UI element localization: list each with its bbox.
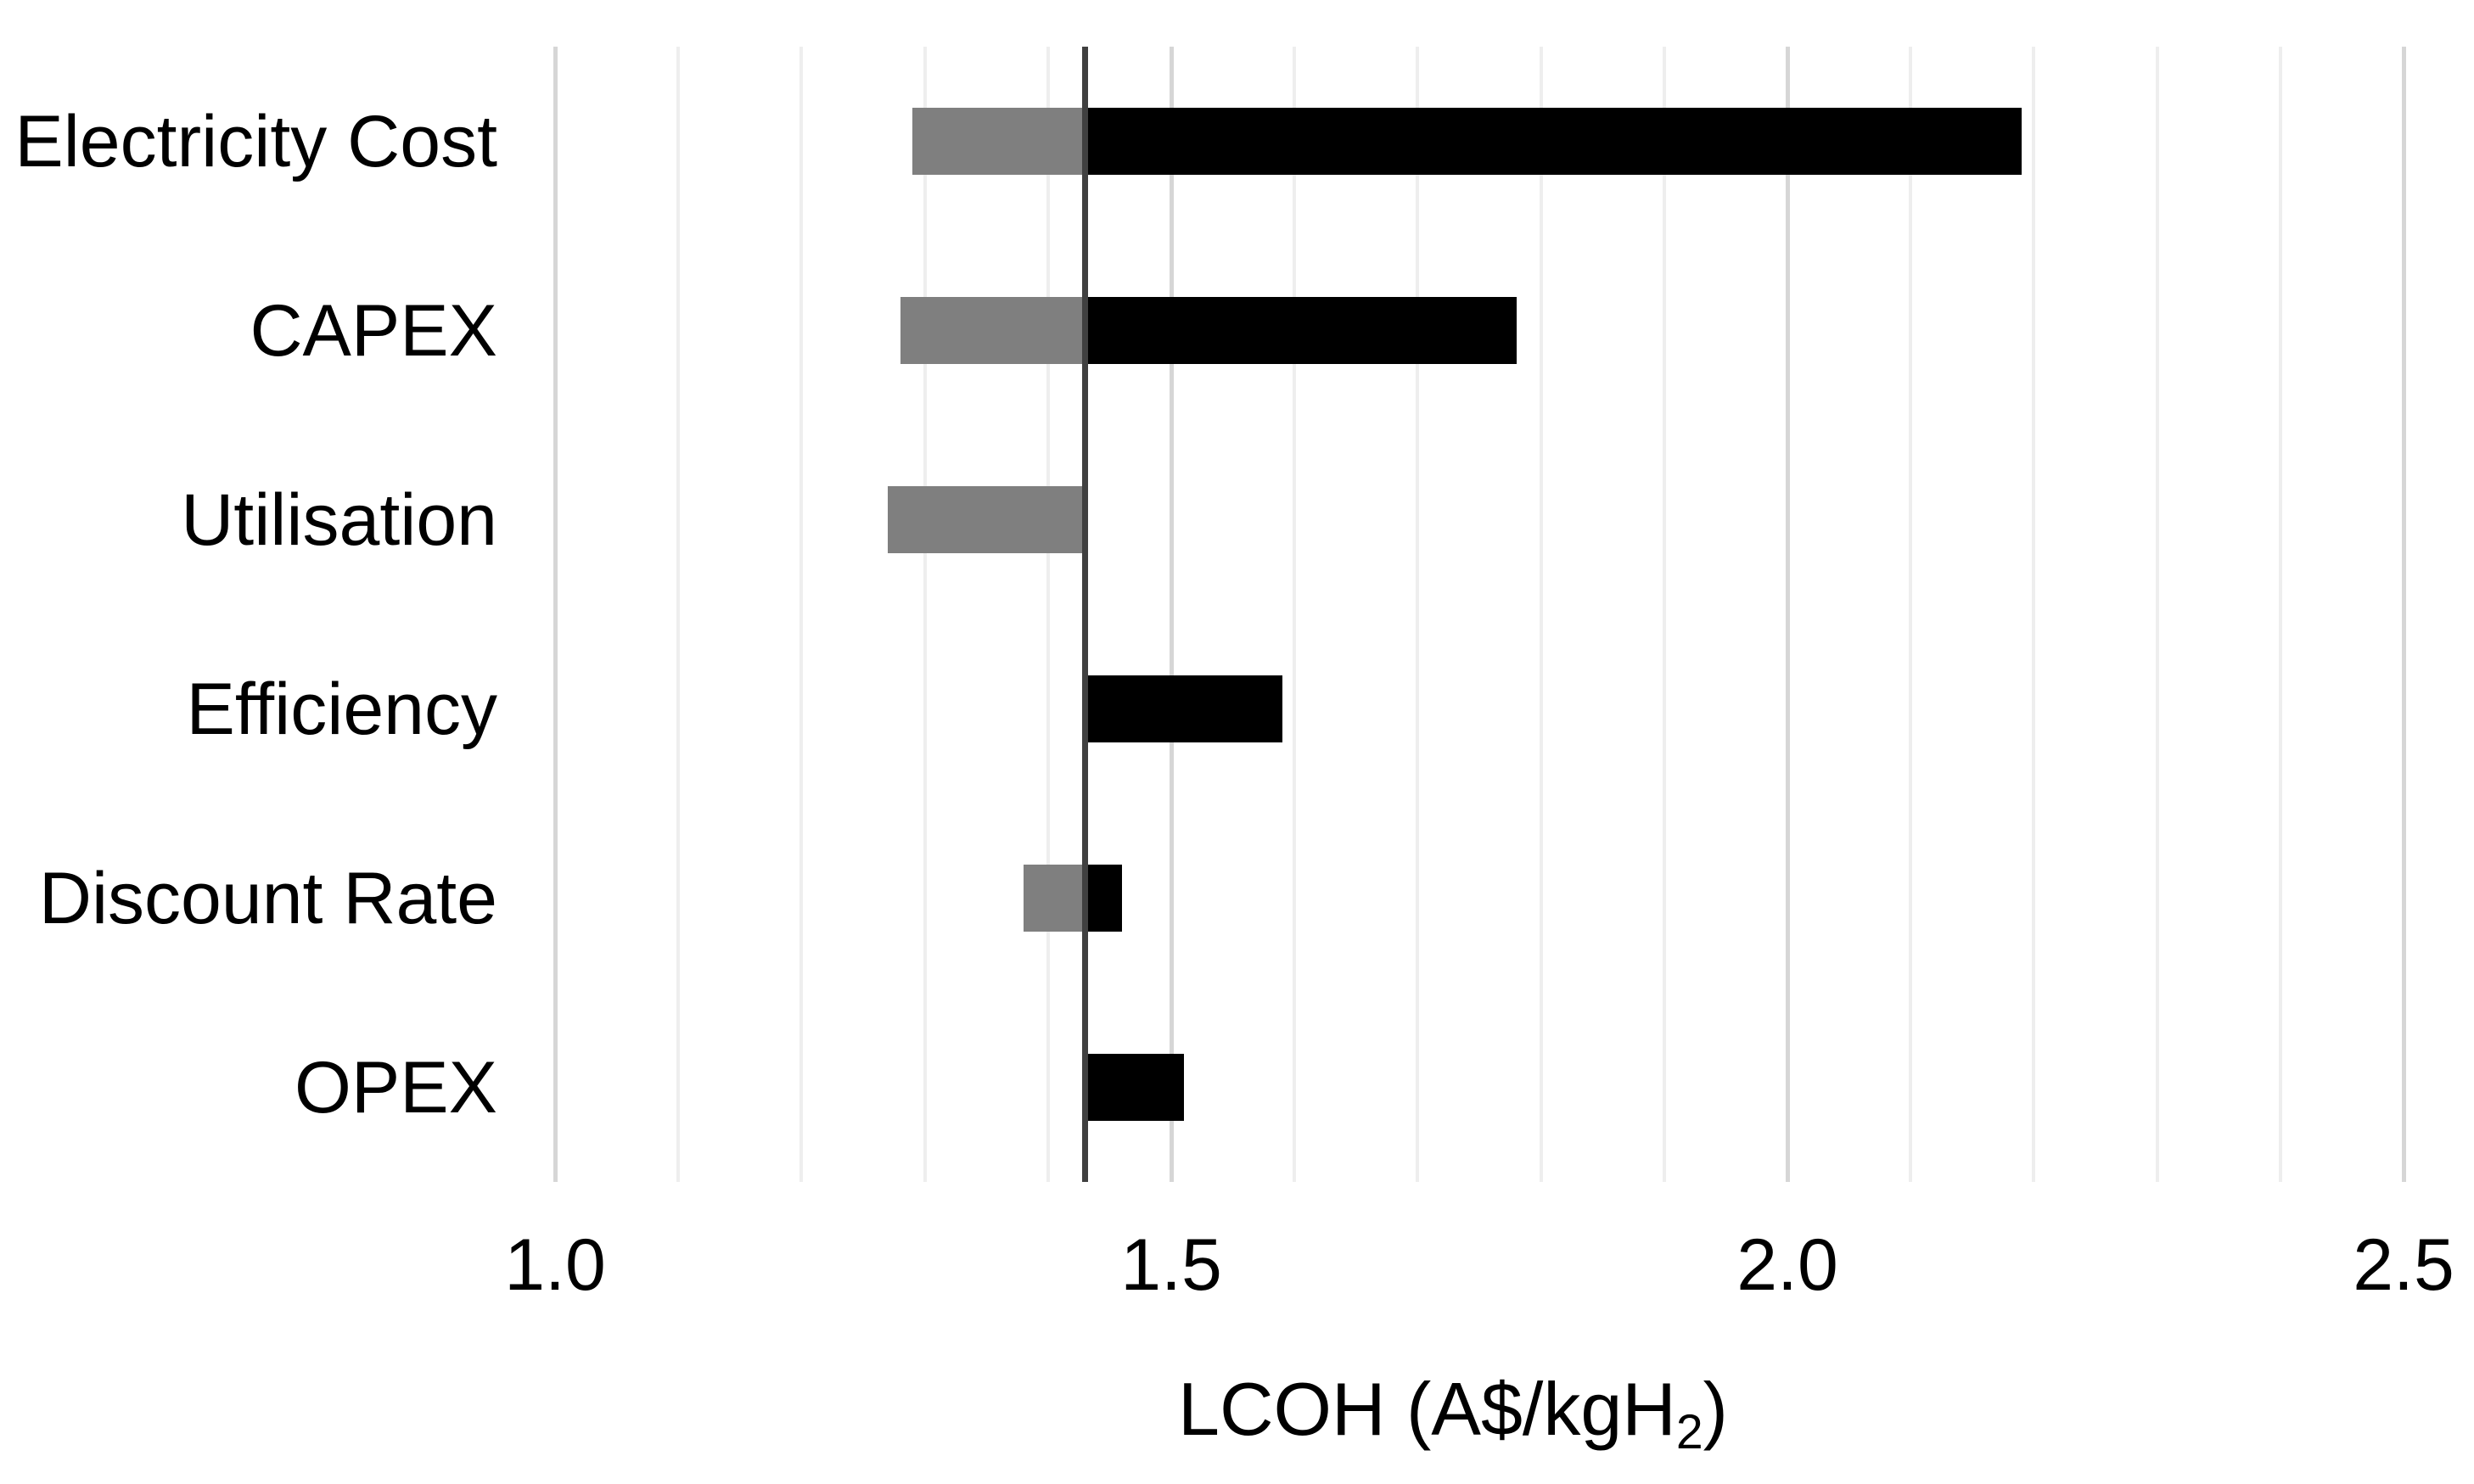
x-axis-title: LCOH (A$/kgH2)	[859, 1369, 2047, 1473]
bar-discount-rate-high	[1085, 865, 1122, 932]
bar-electricity-cost-low	[912, 108, 1086, 175]
bar-electricity-cost-high	[1085, 108, 2022, 175]
category-label-opex: OPEX	[295, 1047, 497, 1128]
bar-utilisation-low	[888, 486, 1086, 553]
bar-capex-high	[1085, 297, 1517, 364]
baseline-reference-line	[1081, 47, 1088, 1182]
gridline-minor	[1539, 47, 1543, 1182]
category-label-capex: CAPEX	[250, 290, 497, 372]
category-label-efficiency: Efficiency	[186, 669, 497, 750]
x-tick-label-2.0: 2.0	[1736, 1224, 1838, 1306]
category-label-electricity-cost: Electricity Cost	[14, 101, 497, 182]
bar-discount-rate-low	[1023, 865, 1086, 932]
x-tick-label-2.5: 2.5	[2353, 1224, 2454, 1306]
gridline-minor	[2155, 47, 2159, 1182]
gridline-minor	[2278, 47, 2282, 1182]
bar-capex-low	[900, 297, 1086, 364]
category-label-utilisation: Utilisation	[181, 479, 497, 561]
gridline-minor	[923, 47, 927, 1182]
x-axis-title-subscript: 2	[1675, 1405, 1703, 1460]
gridline-major	[2401, 47, 2406, 1182]
bar-opex-high	[1085, 1054, 1184, 1121]
x-tick-label-1.5: 1.5	[1120, 1224, 1222, 1306]
gridline-minor	[2032, 47, 2036, 1182]
gridline-minor	[1662, 47, 1666, 1182]
gridline-major	[1785, 47, 1790, 1182]
gridline-minor	[676, 47, 681, 1182]
category-label-discount-rate: Discount Rate	[38, 858, 497, 939]
x-axis-title-close: )	[1703, 1367, 1728, 1451]
gridline-minor	[1909, 47, 1913, 1182]
x-axis-title-text: LCOH (A$/kgH	[1178, 1367, 1676, 1451]
gridline-major	[1169, 47, 1174, 1182]
x-tick-label-1.0: 1.0	[504, 1224, 606, 1306]
bar-efficiency-high	[1085, 675, 1282, 742]
gridline-major	[553, 47, 558, 1182]
gridline-minor	[1293, 47, 1297, 1182]
gridline-minor	[799, 47, 804, 1182]
gridline-minor	[1046, 47, 1050, 1182]
gridline-minor	[1416, 47, 1420, 1182]
